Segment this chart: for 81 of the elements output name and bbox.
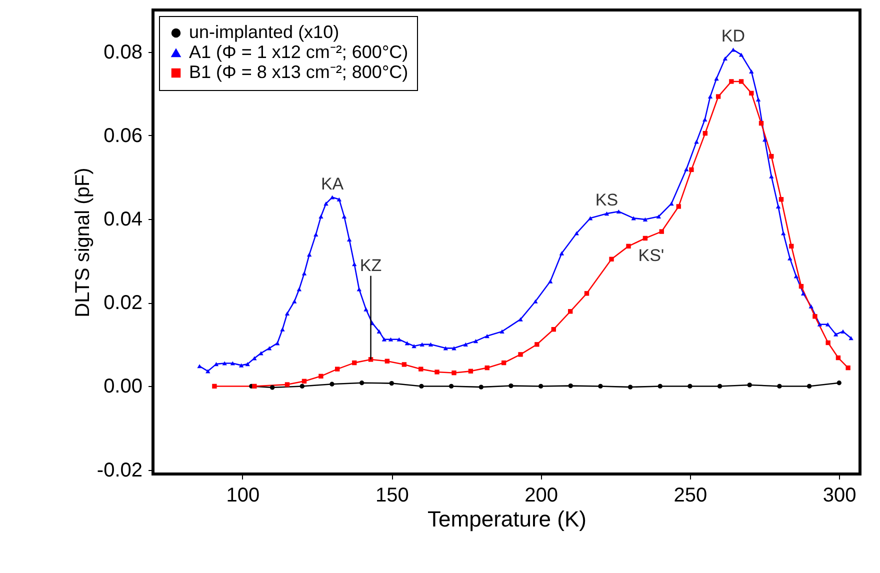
annotation: KD <box>721 26 746 46</box>
point <box>212 384 217 389</box>
point <box>419 384 424 389</box>
point <box>778 197 784 202</box>
point <box>501 360 506 366</box>
point <box>534 342 540 347</box>
point <box>448 384 454 389</box>
y-tick-label: -0.02 <box>96 459 142 482</box>
point <box>717 384 722 389</box>
point <box>384 358 390 364</box>
y-tick-label: 0.04 <box>104 208 142 231</box>
point <box>568 383 573 388</box>
point <box>826 340 830 346</box>
legend-label: un-implanted (x10) <box>189 22 340 42</box>
point <box>402 362 407 367</box>
point <box>478 384 484 390</box>
y-tick-label: 0.06 <box>104 124 142 147</box>
legend-label: A1 (Φ = 1 x12 cm⁻²; 600°C) <box>189 42 408 62</box>
point <box>836 355 841 360</box>
point <box>716 94 721 99</box>
annotation: KZ <box>360 256 382 275</box>
point <box>302 378 307 384</box>
x-tick-label: 150 <box>375 484 409 506</box>
x-tick-label: 250 <box>674 484 708 506</box>
point <box>484 365 490 370</box>
point <box>689 167 694 172</box>
point <box>538 384 544 389</box>
legend-label: B1 (Φ = 8 x13 cm⁻²; 800°C) <box>189 62 408 82</box>
point <box>551 327 556 332</box>
point <box>628 384 633 390</box>
point <box>389 380 394 386</box>
point <box>702 130 708 136</box>
point <box>836 380 842 386</box>
point <box>284 382 290 387</box>
x-tick-label: 200 <box>524 484 558 506</box>
point <box>789 244 794 249</box>
point <box>747 382 752 388</box>
point <box>359 380 364 386</box>
y-tick-label: 0.02 <box>104 292 142 314</box>
point <box>330 382 334 386</box>
point <box>769 154 774 159</box>
x-axis-title: Temperature (K) <box>428 506 586 532</box>
point <box>300 384 304 389</box>
point <box>508 383 514 388</box>
y-tick-label: 0.00 <box>104 376 142 398</box>
point <box>335 366 340 372</box>
point <box>749 90 754 96</box>
point <box>729 79 734 84</box>
point <box>270 385 275 390</box>
point <box>806 384 812 389</box>
point <box>626 244 631 249</box>
annotation: KA <box>320 174 344 194</box>
y-tick-label: 0.08 <box>104 41 142 64</box>
point <box>642 236 648 241</box>
point <box>738 79 744 84</box>
point <box>452 370 456 376</box>
point <box>812 314 818 319</box>
y-axis-title: DLTS signal (pF) <box>72 168 94 318</box>
point <box>798 284 804 289</box>
x-tick-label: 100 <box>226 484 260 506</box>
point <box>318 374 324 379</box>
annotation: KS' <box>638 246 664 266</box>
annotation: KS <box>595 190 618 210</box>
point <box>688 384 692 389</box>
point <box>658 384 662 389</box>
point <box>418 366 424 372</box>
point <box>758 120 764 126</box>
point <box>598 384 603 389</box>
point <box>846 365 850 370</box>
point <box>676 204 681 209</box>
x-tick-label: 300 <box>822 484 856 506</box>
point <box>468 368 474 374</box>
point <box>352 360 357 366</box>
point <box>434 370 440 374</box>
point <box>252 384 257 389</box>
point <box>777 384 782 389</box>
point <box>568 309 573 314</box>
point <box>659 229 664 234</box>
point <box>584 291 590 296</box>
point <box>609 256 614 262</box>
point <box>518 352 523 357</box>
